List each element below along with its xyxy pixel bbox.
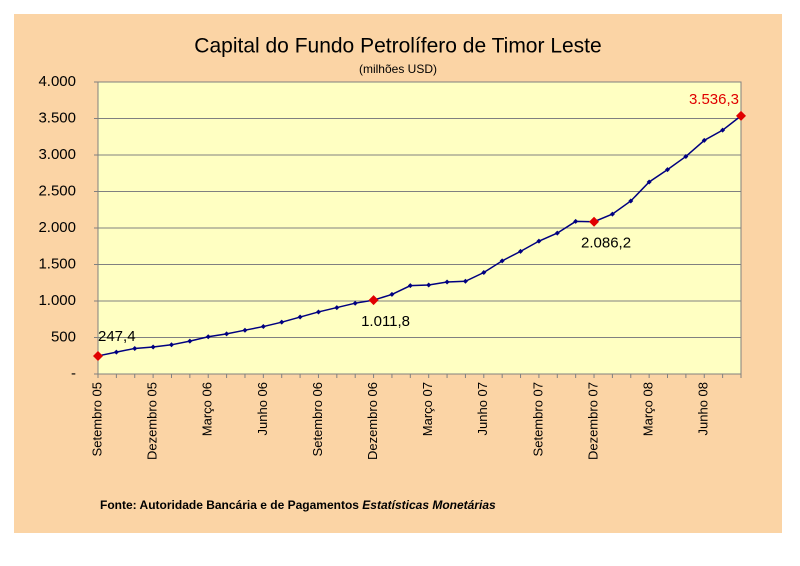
- line: [97, 115, 742, 357]
- source-text: Fonte: Autoridade Bancária e de Pagament…: [100, 498, 359, 512]
- marker: [297, 314, 303, 320]
- x-tick-label: Setembro 06: [310, 382, 325, 456]
- y-tick-label: 4.000: [38, 73, 76, 90]
- marker: [536, 238, 542, 244]
- x-tick-label: Dezembro 05: [145, 382, 160, 460]
- y-tick-label: 3.500: [38, 109, 76, 126]
- highlight-marker: [93, 350, 103, 361]
- y-tick-label: 3.000: [38, 146, 76, 163]
- y-tick-label: 2.500: [38, 182, 76, 199]
- y-tick-label: 1.000: [38, 292, 76, 309]
- marker: [168, 342, 174, 348]
- data-label: 3.536,3: [689, 91, 739, 108]
- data-label: 2.086,2: [581, 235, 631, 252]
- marker: [609, 211, 615, 217]
- marker: [242, 327, 248, 333]
- data-label: 247,4: [98, 328, 136, 345]
- marker: [646, 179, 652, 185]
- marker: [279, 319, 285, 325]
- highlight-marker: [736, 110, 746, 121]
- marker: [150, 344, 156, 350]
- x-tick-label: Março 08: [641, 382, 656, 436]
- marker: [389, 291, 395, 297]
- marker: [113, 349, 119, 355]
- x-tick-label: Setembro 07: [530, 382, 545, 456]
- marker: [260, 324, 266, 330]
- source-publication: Estatísticas Monetárias: [362, 498, 496, 512]
- source-note: Fonte: Autoridade Bancária e de Pagament…: [100, 498, 496, 512]
- y-tick-label: 2.000: [38, 219, 76, 236]
- x-tick-label: Março 07: [420, 382, 435, 436]
- x-tick-label: Dezembro 06: [365, 382, 380, 460]
- marker: [132, 345, 138, 351]
- marker: [407, 283, 413, 289]
- marker: [205, 334, 211, 340]
- x-tick-label: Junho 06: [255, 382, 270, 436]
- marker: [573, 218, 579, 224]
- x-tick-label: Setembro 05: [89, 382, 104, 456]
- highlight-marker: [368, 295, 379, 306]
- marker: [334, 305, 340, 311]
- highlight-marker: [589, 216, 600, 227]
- marker: [224, 331, 230, 337]
- x-tick-label: Junho 07: [475, 382, 490, 436]
- marker: [426, 282, 432, 288]
- x-tick-label: Março 06: [200, 382, 215, 436]
- marker: [628, 198, 634, 204]
- marker: [187, 338, 193, 344]
- marker: [481, 270, 487, 276]
- marker: [720, 127, 726, 133]
- x-tick-label: Junho 08: [696, 382, 711, 436]
- marker: [701, 137, 707, 143]
- marker: [352, 300, 358, 306]
- marker: [315, 309, 321, 315]
- marker: [665, 167, 671, 173]
- marker: [444, 279, 450, 285]
- y-tick-label: 500: [51, 328, 76, 345]
- marker: [518, 248, 524, 254]
- y-tick-label: -: [71, 365, 76, 382]
- x-tick-label: Dezembro 07: [585, 382, 600, 460]
- marker: [462, 278, 468, 284]
- chart-subtitle: (milhões USD): [359, 62, 437, 76]
- marker: [683, 153, 689, 159]
- chart-title: Capital do Fundo Petrolífero de Timor Le…: [194, 35, 601, 58]
- data-label: 1.011,8: [361, 313, 410, 330]
- marker: [554, 230, 560, 236]
- marker: [499, 258, 505, 264]
- y-tick-label: 1.500: [38, 255, 76, 272]
